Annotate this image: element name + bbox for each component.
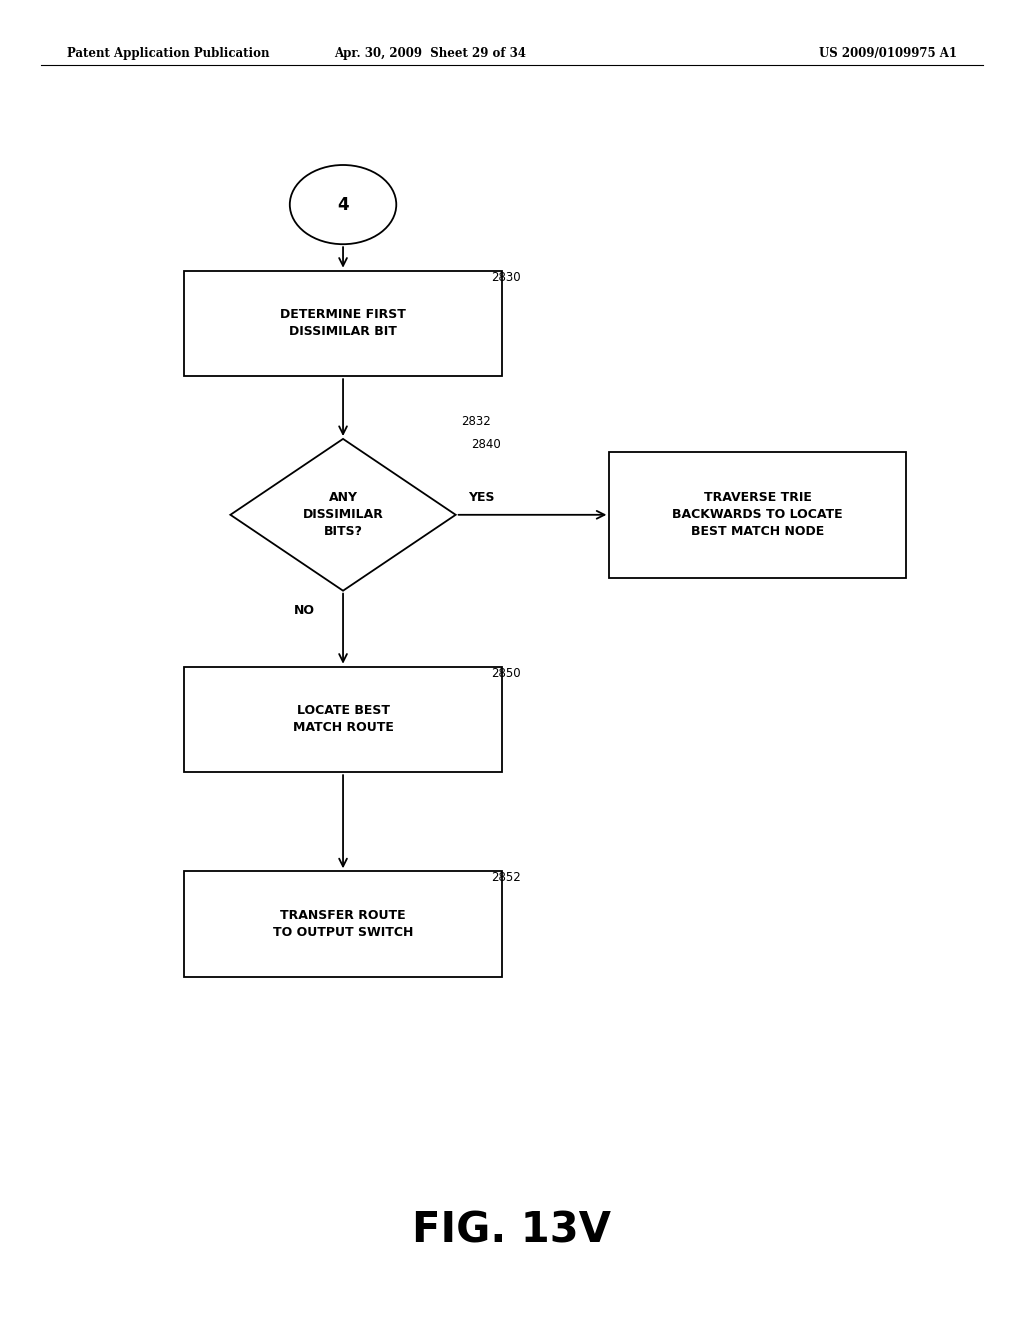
Text: Apr. 30, 2009  Sheet 29 of 34: Apr. 30, 2009 Sheet 29 of 34 — [334, 48, 526, 59]
Text: 2852: 2852 — [492, 871, 521, 884]
Text: Patent Application Publication: Patent Application Publication — [67, 48, 269, 59]
Polygon shape — [230, 438, 456, 591]
Text: 2850: 2850 — [492, 667, 521, 680]
FancyBboxPatch shape — [184, 271, 502, 376]
FancyBboxPatch shape — [609, 451, 906, 578]
Text: NO: NO — [294, 605, 315, 616]
Text: US 2009/0109975 A1: US 2009/0109975 A1 — [819, 48, 957, 59]
Text: TRAVERSE TRIE
BACKWARDS TO LOCATE
BEST MATCH NODE: TRAVERSE TRIE BACKWARDS TO LOCATE BEST M… — [673, 491, 843, 539]
Text: YES: YES — [468, 491, 495, 504]
Text: ANY
DISSIMILAR
BITS?: ANY DISSIMILAR BITS? — [303, 491, 383, 539]
Text: FIG. 13V: FIG. 13V — [413, 1209, 611, 1251]
Text: 2832: 2832 — [461, 416, 490, 428]
Text: 4: 4 — [337, 195, 349, 214]
Text: DETERMINE FIRST
DISSIMILAR BIT: DETERMINE FIRST DISSIMILAR BIT — [281, 309, 406, 338]
Text: 2830: 2830 — [492, 271, 521, 284]
FancyBboxPatch shape — [184, 871, 502, 977]
FancyBboxPatch shape — [184, 667, 502, 772]
Text: TRANSFER ROUTE
TO OUTPUT SWITCH: TRANSFER ROUTE TO OUTPUT SWITCH — [272, 909, 414, 939]
Text: LOCATE BEST
MATCH ROUTE: LOCATE BEST MATCH ROUTE — [293, 705, 393, 734]
Ellipse shape — [290, 165, 396, 244]
Text: 2840: 2840 — [471, 438, 501, 451]
